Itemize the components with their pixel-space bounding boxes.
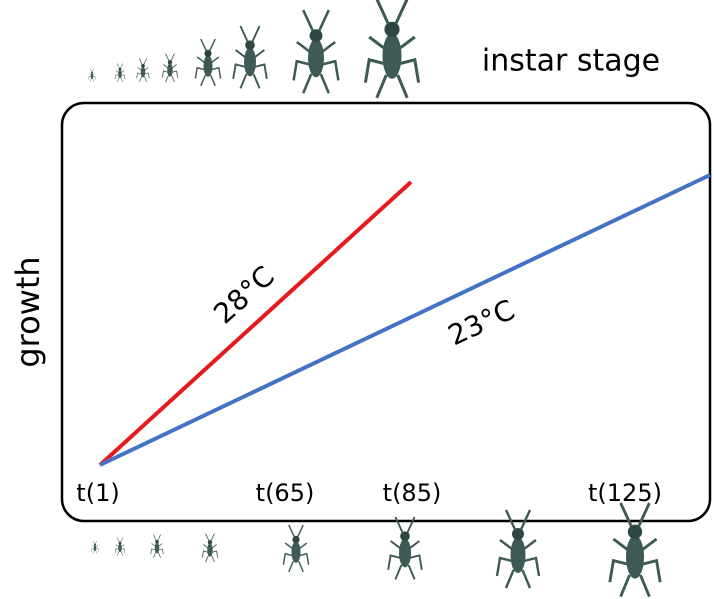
line-28c: [100, 182, 411, 465]
time-label: t(1): [76, 479, 119, 507]
plot-frame: [62, 103, 710, 521]
instar-icons-bottom: [92, 503, 661, 597]
line-23c: [100, 175, 710, 465]
diagram: instar stage growth 28°C 23°C t(1) t(65)…: [0, 0, 714, 599]
y-axis-label: growth: [9, 256, 47, 367]
line-label: 28°C: [207, 259, 280, 330]
time-label: t(125): [588, 479, 662, 507]
time-label: t(65): [256, 479, 315, 507]
instar-icons-top: [89, 0, 419, 98]
header-label: instar stage: [482, 44, 660, 79]
time-label: t(85): [383, 479, 442, 507]
line-label: 23°C: [443, 293, 520, 352]
